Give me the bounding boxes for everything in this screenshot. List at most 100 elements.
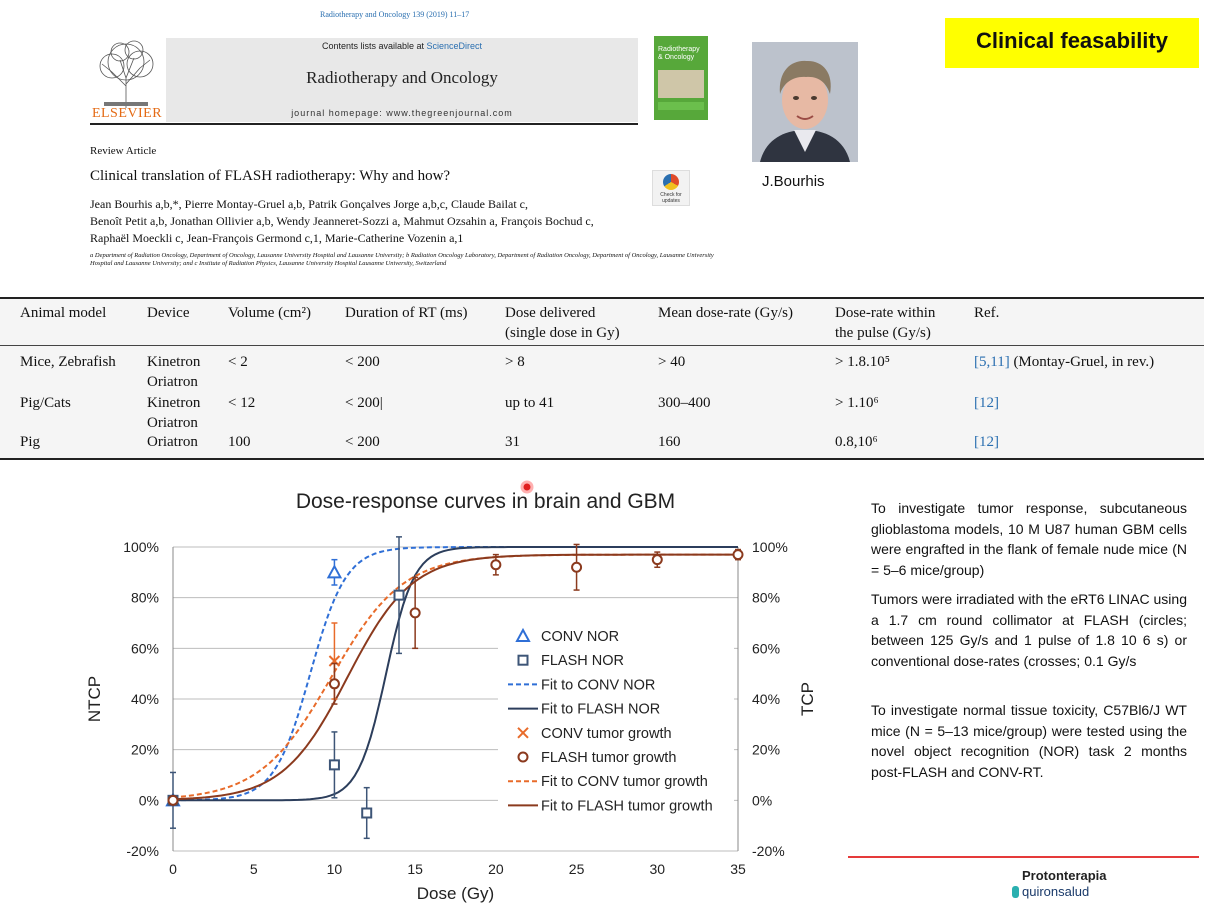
cell-animal: Pig/Cats	[20, 395, 71, 411]
elsevier-wordmark: ELSEVIER	[91, 106, 163, 121]
cell-duration: < 200	[345, 354, 380, 370]
x-tick-label: 20	[488, 861, 504, 877]
x-tick-label: 10	[327, 861, 343, 877]
photo-caption: J.Bourhis	[762, 173, 825, 190]
data-point-cross	[328, 655, 341, 667]
cell-dose: 31	[505, 434, 520, 450]
journal-cover: Radiotherapy & Oncology	[654, 36, 708, 120]
legend-label: FLASH NOR	[541, 653, 624, 669]
sciencedirect-link[interactable]: ScienceDirect	[426, 41, 483, 51]
cell-duration: < 200|	[345, 395, 383, 411]
legend-label: FLASH tumor growth	[541, 750, 676, 766]
authors-line-3: Raphaël Moeckli c, Jean-François Germond…	[90, 231, 464, 245]
x-tick-label: 0	[169, 861, 177, 877]
crossmark-icon	[663, 174, 679, 190]
col-header-pulse-rate: Dose-rate within	[835, 305, 936, 321]
y2-tick-label: 40%	[752, 691, 780, 707]
cell-volume: 100	[228, 434, 251, 450]
ref-extra: (Montay-Gruel, in rev.)	[1009, 354, 1155, 370]
journal-title: Radiotherapy and Oncology	[306, 68, 498, 87]
contents-line: Contents lists available at ScienceDirec…	[166, 41, 638, 51]
cell-mean-rate: 300–400	[658, 395, 711, 411]
ref-link[interactable]: [12]	[974, 395, 999, 411]
cell-pulse-rate: > 1.10⁶	[835, 395, 879, 411]
elsevier-logo	[90, 38, 162, 122]
fit-curve	[173, 546, 738, 802]
data-point-square	[517, 654, 529, 666]
journal-reference: Radiotherapy and Oncology 139 (2019) 11–…	[320, 10, 470, 19]
data-point-triangle	[515, 627, 531, 642]
y-tick-label: 80%	[131, 590, 159, 606]
data-point-cross	[517, 727, 529, 739]
legend-label: CONV NOR	[541, 629, 619, 645]
check-updates-badge[interactable]: Check for updates	[652, 170, 690, 206]
cell-device: Kinetron	[147, 354, 201, 370]
table-top-rule	[0, 297, 1204, 299]
note-irradiation: Tumors were irradiated with the eRT6 LIN…	[871, 591, 1187, 669]
note-normal-tissue: To investigate normal tissue toxicity, C…	[871, 702, 1187, 780]
quironsalud-mark-icon	[1012, 886, 1019, 898]
table-background	[0, 299, 1204, 458]
data-point-circle	[517, 751, 529, 763]
contents-prefix: Contents lists available at	[321, 41, 427, 51]
table-bottom-rule	[0, 458, 1204, 460]
col-header-device: Device	[147, 305, 190, 321]
x-tick-label: 35	[730, 861, 746, 877]
ref-link[interactable]: [5,11]	[974, 354, 1010, 370]
cell-dose: > 8	[505, 354, 525, 370]
col-header-volume: Volume (cm²)	[228, 305, 311, 321]
article-title: Clinical translation of FLASH radiothera…	[90, 168, 451, 184]
data-point-triangle	[326, 564, 343, 579]
cell-mean-rate: 160	[658, 434, 681, 450]
data-point-circle	[490, 559, 502, 571]
cell-ref: [12]	[974, 393, 999, 413]
journal-homepage[interactable]: journal homepage: www.thegreenjournal.co…	[291, 108, 513, 118]
y-tick-label: 60%	[131, 640, 159, 656]
clinical-feasibility-label: Clinical feasability	[976, 28, 1168, 53]
y-tick-label: 0%	[139, 792, 159, 808]
data-point-circle	[328, 678, 340, 690]
cell-animal: Pig	[20, 434, 41, 450]
tree-icon	[99, 40, 154, 108]
data-point-square	[361, 807, 373, 819]
portrait-image	[752, 42, 858, 162]
cell-device-2: Oriatron	[147, 415, 198, 431]
check-updates-label: Check for updates	[660, 192, 682, 204]
y2-tick-label: 0%	[752, 792, 772, 808]
cell-pulse-rate: > 1.8.10⁵	[835, 354, 890, 370]
y2-tick-label: 20%	[752, 742, 780, 758]
cell-device: Kinetron	[147, 395, 201, 411]
chart-title: Dose-response curves in brain and GBM	[296, 490, 675, 513]
clinical-feasibility-badge: Clinical feasability	[945, 18, 1199, 68]
dose-response-chart: Dose-response curves in brain and GBM -20…	[85, 480, 817, 903]
x-axis-label: Dose (Gy)	[417, 884, 494, 903]
legend-background	[498, 616, 734, 816]
logo-line-1: Protonterapia	[1022, 868, 1107, 883]
data-point-circle	[409, 607, 421, 619]
cell-ref: [5,11] (Montay-Gruel, in rev.)	[974, 352, 1154, 372]
cell-pulse-rate: 0.8,10⁶	[835, 434, 878, 450]
y-tick-label: 40%	[131, 691, 159, 707]
y2-tick-label: -20%	[752, 843, 785, 859]
legend-label: Fit to CONV NOR	[541, 677, 655, 693]
col-header-dose: Dose delivered	[505, 305, 596, 321]
y2-tick-label: 100%	[752, 539, 788, 555]
author-list: Jean Bourhis a,b,*, Pierre Montay-Gruel …	[90, 196, 690, 247]
logo-line-2: quironsalud	[1022, 884, 1090, 899]
cell-duration: < 200	[345, 434, 380, 450]
cell-mean-rate: > 40	[658, 354, 686, 370]
x-tick-label: 25	[569, 861, 585, 877]
cover-band	[658, 102, 704, 110]
ref-link[interactable]: [12]	[974, 434, 999, 450]
legend-label: Fit to FLASH tumor growth	[541, 798, 713, 814]
cell-volume: < 2	[228, 354, 248, 370]
cell-dose: up to 41	[505, 395, 555, 411]
journal-banner: Contents lists available at ScienceDirec…	[166, 38, 638, 122]
cover-image	[658, 70, 704, 98]
authors-line-2: Benoît Petit a,b, Jonathan Ollivier a,b,…	[90, 214, 594, 228]
y-axis-label: NTCP	[85, 676, 104, 722]
protonterapia-logo: Protonterapia quironsalud	[1012, 864, 1192, 904]
col-header-duration: Duration of RT (ms)	[345, 305, 468, 321]
col-header-ref: Ref.	[974, 305, 1000, 321]
data-point-square	[393, 589, 405, 601]
